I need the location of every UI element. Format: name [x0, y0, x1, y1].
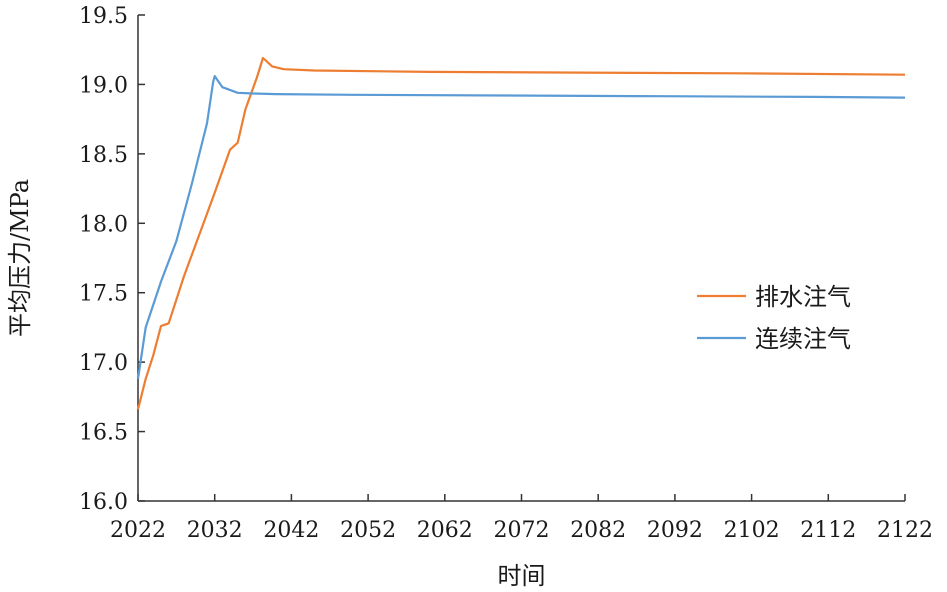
series-line-2	[136, 75, 906, 379]
y-tick-label: 17.5	[79, 282, 128, 307]
y-tick-label: 16.0	[79, 490, 128, 515]
y-tick-label: 18.5	[79, 143, 128, 168]
x-tick-label: 2062	[417, 518, 473, 543]
y-axis-title: 平均压力/MPa	[6, 179, 34, 337]
series-layer	[136, 56, 906, 410]
x-tick-label: 2092	[647, 518, 703, 543]
x-tick-label: 2122	[877, 518, 933, 543]
x-tick-label: 2072	[494, 518, 550, 543]
x-axis-title: 时间	[498, 562, 546, 590]
x-ticks: 2022 2032 2042 2052 2062 2072 2082 2092 2102 2112…	[110, 494, 933, 543]
x-tick-label: 2112	[800, 518, 856, 543]
series-line-1	[136, 56, 906, 410]
y-tick-label: 19.5	[79, 4, 128, 29]
axes: 16.0 16.5 17.0 17.5 18.0 18.5 19.0 19.5 2022 203…	[79, 4, 933, 543]
x-tick-label: 2032	[187, 518, 243, 543]
y-tick-label: 18.0	[79, 212, 128, 237]
x-tick-label: 2042	[263, 518, 319, 543]
x-tick-label: 2102	[724, 518, 780, 543]
x-tick-label: 2022	[110, 518, 166, 543]
y-tick-label: 17.0	[79, 351, 128, 376]
legend-label-1: 排水注气	[755, 283, 851, 311]
y-ticks: 16.0 16.5 17.0 17.5 18.0 18.5 19.0 19.5	[79, 4, 145, 515]
y-tick-label: 16.5	[79, 421, 128, 446]
y-tick-label: 19.0	[79, 73, 128, 98]
legend-label-2: 连续注气	[755, 325, 851, 353]
x-tick-label: 2082	[570, 518, 626, 543]
x-tick-label: 2052	[340, 518, 396, 543]
